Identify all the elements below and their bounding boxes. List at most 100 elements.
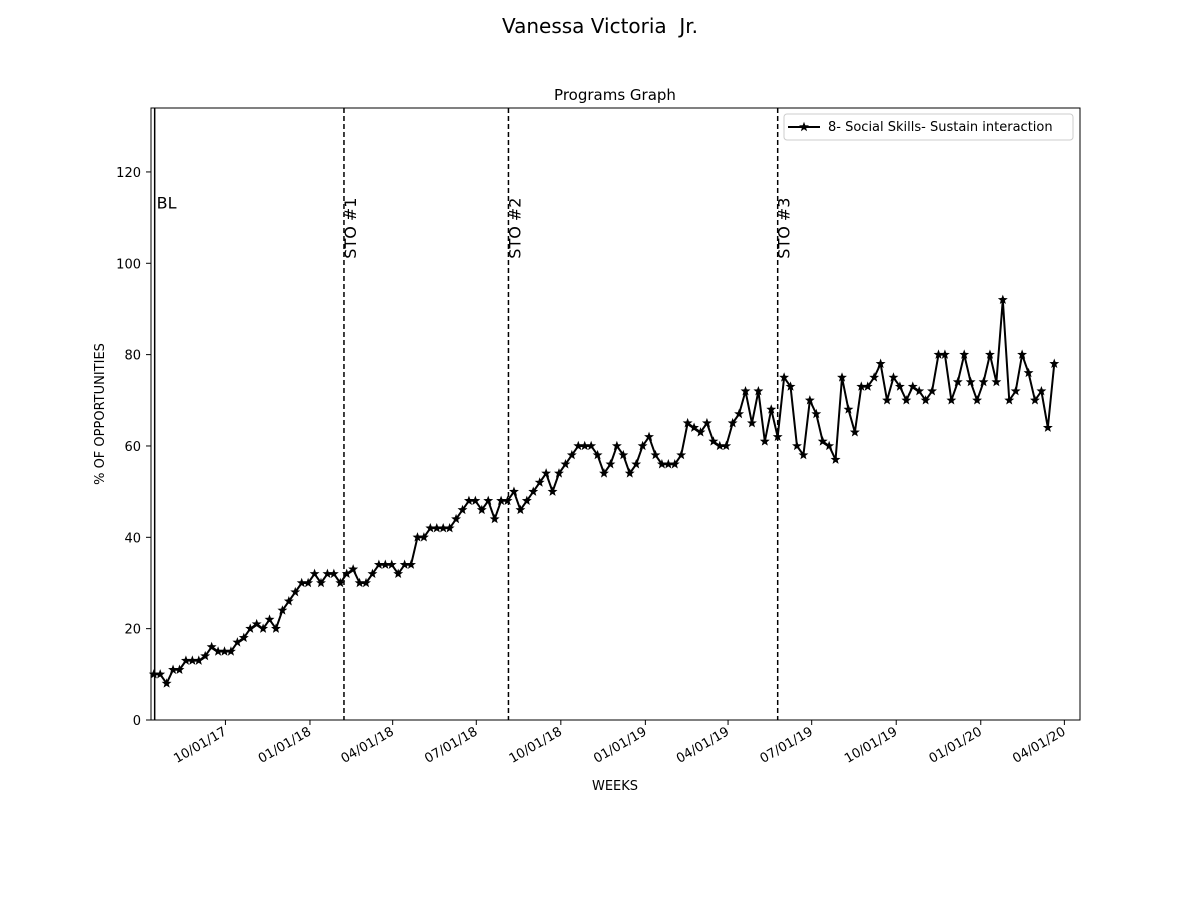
data-point bbox=[245, 623, 256, 633]
data-point bbox=[335, 577, 346, 588]
x-tick-label: 04/01/18 bbox=[339, 724, 397, 766]
data-point bbox=[1017, 349, 1028, 359]
data-point bbox=[779, 372, 790, 382]
data-point bbox=[534, 477, 545, 487]
data-point bbox=[914, 385, 925, 396]
data-point bbox=[187, 655, 198, 665]
data-point bbox=[451, 513, 462, 524]
data-point bbox=[380, 559, 391, 569]
x-tick-label: 10/01/19 bbox=[842, 724, 900, 766]
data-point bbox=[663, 459, 674, 469]
data-point bbox=[483, 495, 494, 505]
data-point bbox=[425, 522, 436, 533]
x-tick-label: 01/01/19 bbox=[591, 724, 649, 766]
y-tick-label: 0 bbox=[133, 714, 141, 729]
data-point bbox=[946, 395, 957, 405]
legend-box bbox=[783, 113, 1074, 141]
y-axis-label: % OF OPPORTUNITIES bbox=[93, 343, 108, 485]
data-point bbox=[418, 532, 429, 542]
data-point bbox=[907, 381, 918, 391]
data-point bbox=[747, 417, 757, 428]
data-point bbox=[303, 577, 314, 588]
series-line bbox=[153, 298, 1056, 685]
data-point bbox=[373, 559, 384, 569]
data-point bbox=[354, 577, 365, 588]
data-point bbox=[232, 637, 243, 647]
legend-label: 8- Social Skills- Sustain interaction bbox=[828, 120, 1053, 135]
data-point bbox=[1030, 395, 1040, 405]
data-point bbox=[560, 459, 571, 469]
data-point bbox=[264, 614, 275, 624]
data-point bbox=[296, 577, 307, 588]
data-point bbox=[985, 349, 995, 359]
data-point bbox=[361, 577, 371, 588]
data-point bbox=[592, 449, 603, 460]
phase-label: BL bbox=[157, 193, 177, 212]
data-point bbox=[972, 395, 983, 405]
data-point bbox=[1023, 367, 1034, 378]
data-point bbox=[161, 678, 172, 688]
data-point bbox=[599, 468, 609, 478]
data-point bbox=[824, 440, 835, 451]
data-point bbox=[869, 372, 880, 382]
data-point bbox=[920, 395, 931, 405]
y-tick-label: 80 bbox=[124, 349, 141, 364]
data-point bbox=[309, 568, 320, 579]
data-point bbox=[1049, 358, 1060, 368]
data-point bbox=[959, 349, 970, 359]
data-point bbox=[676, 449, 687, 460]
data-point bbox=[444, 522, 455, 533]
data-point bbox=[283, 596, 294, 606]
data-point bbox=[631, 459, 642, 469]
y-tick-label: 100 bbox=[116, 257, 141, 272]
data-point bbox=[978, 376, 989, 387]
data-point bbox=[849, 427, 860, 437]
data-point bbox=[271, 623, 281, 633]
data-point bbox=[689, 422, 700, 432]
x-tick-label: 10/01/17 bbox=[171, 724, 229, 766]
data-point bbox=[566, 449, 577, 460]
data-point bbox=[644, 431, 654, 442]
data-point bbox=[502, 495, 513, 505]
data-point bbox=[734, 408, 745, 419]
plot-area: 0 20 40 60 80 100 120 10/01/17 01/01/18 04/01/18 0… bbox=[116, 107, 1081, 767]
data-point bbox=[573, 440, 584, 451]
data-point bbox=[618, 449, 629, 460]
data-point bbox=[882, 395, 892, 405]
data-point bbox=[605, 459, 616, 469]
legend-marker bbox=[799, 121, 809, 132]
data-point bbox=[219, 646, 230, 656]
data-point bbox=[798, 449, 809, 460]
data-point bbox=[1004, 395, 1015, 405]
data-point bbox=[843, 404, 854, 414]
data-point bbox=[939, 349, 950, 359]
data-point bbox=[367, 568, 378, 579]
data-point bbox=[463, 495, 474, 505]
data-point bbox=[708, 436, 719, 446]
x-tick-label: 07/01/19 bbox=[758, 724, 816, 766]
data-point bbox=[547, 486, 558, 496]
data-point bbox=[316, 577, 326, 588]
data-point bbox=[521, 495, 532, 505]
data-point bbox=[933, 349, 944, 359]
data-point bbox=[901, 395, 912, 405]
x-tick-label: 04/01/19 bbox=[674, 724, 732, 766]
data-point bbox=[386, 559, 397, 569]
data-point bbox=[457, 504, 468, 515]
data-point bbox=[406, 559, 416, 569]
data-point bbox=[669, 459, 680, 469]
data-point bbox=[489, 513, 500, 524]
data-point bbox=[238, 632, 249, 642]
data-point bbox=[206, 641, 217, 652]
phase-label: STO #3 bbox=[775, 198, 794, 259]
data-point bbox=[952, 376, 963, 387]
data-point bbox=[785, 381, 796, 391]
data-point bbox=[348, 564, 359, 574]
data-point bbox=[226, 646, 236, 656]
figure-title: Vanessa Victoria Jr. bbox=[501, 14, 699, 38]
data-point bbox=[766, 404, 777, 414]
data-point bbox=[991, 376, 1002, 387]
data-point bbox=[721, 440, 732, 451]
data-point bbox=[862, 381, 873, 391]
